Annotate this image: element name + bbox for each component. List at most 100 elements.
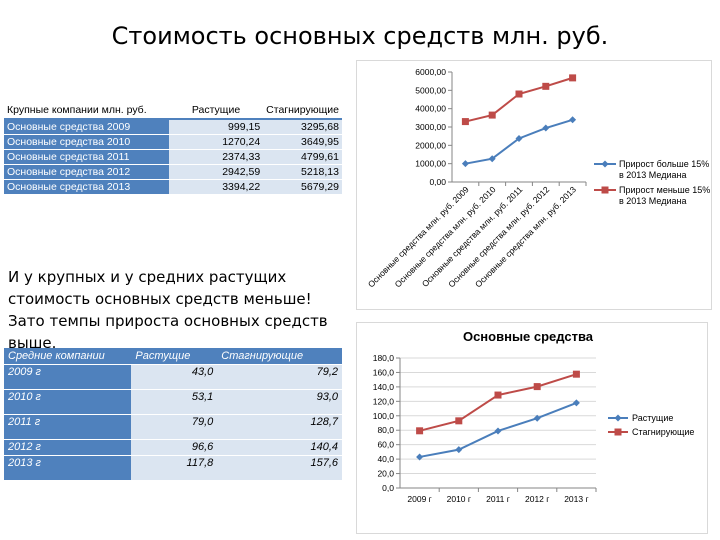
legend-label: Прирост меньше 15% в 2013 Медиана — [619, 185, 710, 206]
y-tick-label: 40,0 — [377, 454, 394, 464]
growing-value: 999,15 — [168, 119, 264, 135]
table-row: Основные средства 2011 2374,33 4799,61 — [4, 149, 342, 165]
data-point — [542, 82, 550, 90]
data-point — [569, 74, 577, 82]
summary-paragraph: И у крупных и у средних растущих стоимос… — [8, 268, 328, 352]
col-header-companies: Средние компании — [4, 348, 132, 365]
growing-value: 1270,24 — [168, 134, 264, 150]
data-point — [455, 446, 463, 454]
y-tick-label: 2000,00 — [415, 140, 446, 150]
legend-marker — [614, 428, 622, 436]
data-point — [416, 453, 424, 461]
data-point — [533, 383, 541, 391]
table-row: 2011 г 79,0 128,7 — [4, 414, 342, 440]
large-companies-line-chart: 0,00 1000,00 2000,00 3000,00 4000,00 5000,00 6… — [356, 60, 712, 310]
row-label: 2013 г — [4, 455, 132, 481]
table-row: 2009 г 43,0 79,2 — [4, 364, 342, 390]
y-tick-label: 20,0 — [377, 469, 394, 479]
stagnating-value: 3295,68 — [263, 119, 342, 135]
row-label: Основные средства 2013 — [4, 179, 169, 195]
data-point — [515, 90, 523, 98]
table-row: 2013 г 117,8 157,6 — [4, 455, 342, 481]
stagnating-value: 128,7 — [217, 414, 342, 440]
legend-label: Растущие — [632, 413, 673, 423]
table-row: Основные средства 2012 2942,59 5218,13 — [4, 164, 342, 180]
data-point — [494, 427, 502, 435]
y-tick-label: 4000,00 — [415, 104, 446, 114]
stagnating-value: 5218,13 — [263, 164, 342, 180]
data-point — [572, 399, 580, 407]
data-point — [572, 370, 580, 378]
row-label: Основные средства 2009 — [4, 119, 169, 135]
row-label: 2009 г — [4, 364, 132, 390]
table-row: Основные средства 2009 999,15 3295,68 — [4, 119, 342, 135]
growing-value: 3394,22 — [168, 179, 264, 195]
col-header-stagnating: Стагнирующие — [263, 102, 342, 120]
x-tick-label: 2009 г — [407, 494, 431, 504]
x-tick-label: 2013 г — [564, 494, 588, 504]
stagnating-value: 157,6 — [217, 455, 342, 481]
chart-border — [356, 60, 712, 310]
growing-value: 2374,33 — [168, 149, 264, 165]
data-point — [515, 134, 523, 142]
y-tick-label: 180,0 — [373, 353, 395, 363]
y-tick-label: 0,0 — [382, 483, 394, 493]
legend-label: Стагнирующие — [632, 427, 694, 437]
col-header-growing: Растущие — [168, 102, 264, 120]
y-tick-label: 5000,00 — [415, 85, 446, 95]
row-label: 2011 г — [4, 414, 132, 440]
x-tick-label: 2011 г — [486, 494, 510, 504]
x-tick-label: 2012 г — [525, 494, 549, 504]
row-label: 2012 г — [4, 439, 132, 456]
stagnating-value: 5679,29 — [263, 179, 342, 195]
table-row: Основные средства 2013 3394,22 5679,29 — [4, 179, 342, 195]
growing-value: 53,1 — [131, 389, 218, 415]
x-tick-label: 2010 г — [447, 494, 471, 504]
col-header-growing: Растущие — [131, 348, 218, 365]
growing-value: 117,8 — [131, 455, 218, 481]
growing-value: 79,0 — [131, 414, 218, 440]
y-tick-label: 80,0 — [377, 425, 394, 435]
y-tick-label: 160,0 — [373, 367, 395, 377]
stagnating-value: 4799,61 — [263, 149, 342, 165]
y-tick-label: 0,00 — [429, 177, 446, 187]
legend-marker — [614, 414, 622, 422]
legend-marker — [601, 186, 609, 194]
y-tick-label: 3000,00 — [415, 122, 446, 132]
table-row: Основные средства 2010 1270,24 3649,95 — [4, 134, 342, 150]
legend-label: Прирост больше 15% в 2013 Медиана — [619, 159, 709, 180]
data-point — [569, 116, 577, 124]
col-header-stagnating: Стагнирующие — [217, 348, 342, 365]
col-header-companies: Крупные компании млн. руб. — [4, 102, 169, 120]
medium-companies-table: Средние компании Растущие Стагнирующие 2… — [4, 348, 342, 481]
large-companies-table: Крупные компании млн. руб. Растущие Стаг… — [4, 102, 342, 195]
stagnating-value: 3649,95 — [263, 134, 342, 150]
data-point — [461, 160, 469, 168]
data-point — [488, 155, 496, 163]
growing-value: 96,6 — [131, 439, 218, 456]
medium-companies-line-chart: Основные средства 0,0 20,0 40,0 60,0 80,0 100,… — [356, 322, 708, 534]
data-point — [542, 124, 550, 132]
row-label: 2010 г — [4, 389, 132, 415]
row-label: Основные средства 2012 — [4, 164, 169, 180]
stagnating-value: 140,4 — [217, 439, 342, 456]
y-tick-label: 60,0 — [377, 440, 394, 450]
data-point — [416, 427, 424, 435]
slide-title: Стоимость основных средств млн. руб. — [111, 22, 609, 50]
y-tick-label: 120,0 — [373, 396, 395, 406]
table-row: 2010 г 53,1 93,0 — [4, 389, 342, 415]
chart-title: Основные средства — [463, 329, 594, 344]
data-point — [488, 111, 496, 119]
stagnating-value: 93,0 — [217, 389, 342, 415]
legend-marker — [601, 160, 609, 168]
growing-value: 43,0 — [131, 364, 218, 390]
row-label: Основные средства 2011 — [4, 149, 169, 165]
y-tick-label: 140,0 — [373, 382, 395, 392]
data-point — [461, 118, 469, 126]
stagnating-value: 79,2 — [217, 364, 342, 390]
table-row: 2012 г 96,6 140,4 — [4, 439, 342, 456]
data-point — [533, 414, 541, 422]
y-tick-label: 100,0 — [373, 411, 395, 421]
data-point — [494, 391, 502, 399]
y-tick-label: 1000,00 — [415, 159, 446, 169]
